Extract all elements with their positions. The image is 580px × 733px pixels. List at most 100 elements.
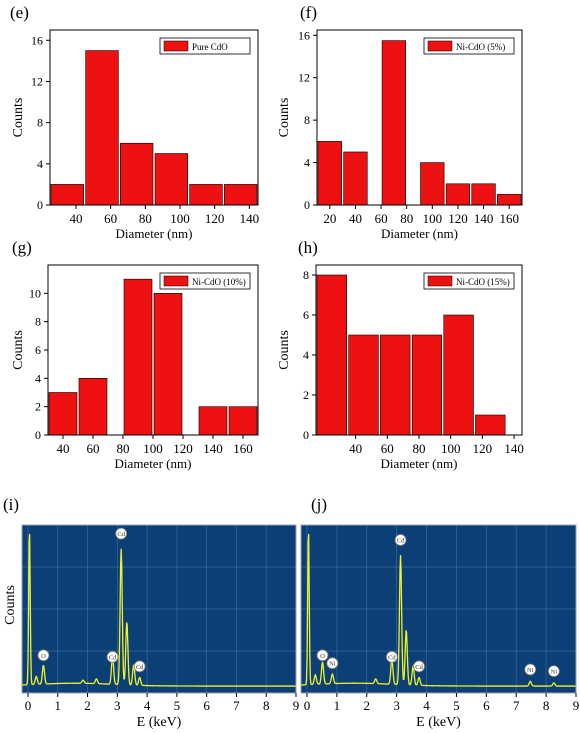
x-tick-label: 7 [513, 698, 520, 713]
spectra-y-axis-label: Counts [3, 585, 18, 625]
x-tick-label: 40 [57, 441, 70, 456]
histogram-panel-f: (f) 20 40 60 80 100 120 140 160 0 4 8 12 16 Diameter (… [277, 3, 523, 241]
x-tick-label: 140 [504, 441, 524, 456]
y-tick-label: 8 [303, 268, 309, 282]
panel-label: (f) [300, 3, 317, 22]
x-tick-label: 80 [139, 211, 152, 226]
histogram-panel-h: (h) 40 60 80 100 120 140 0 2 4 6 8 Diameter (nm) Coun… [277, 238, 524, 471]
legend-swatch [163, 40, 189, 52]
y-tick-label: 8 [37, 116, 43, 130]
y-tick-label: 16 [298, 28, 310, 42]
x-tick-label: 120 [173, 441, 193, 456]
plot-frame [21, 524, 297, 694]
x-axis-label: E (keV) [416, 715, 461, 730]
peak-label: O [320, 653, 325, 660]
x-tick-label: 4 [144, 698, 151, 713]
x-tick-label: 3 [114, 698, 121, 713]
histogram-bar [153, 293, 183, 436]
peak-label-marker [413, 660, 425, 673]
y-tick-label: 16 [31, 33, 43, 47]
histogram-bar [475, 414, 506, 436]
histogram-bar [189, 184, 223, 206]
legend-swatch [163, 275, 189, 287]
peak-label-marker [37, 649, 50, 662]
y-axis-label: Counts [277, 330, 292, 370]
histogram-bar [120, 142, 154, 206]
x-tick-label: 60 [87, 441, 100, 456]
plot-frame [316, 29, 523, 206]
x-tick-label: 140 [240, 211, 260, 226]
plot-frame [49, 29, 259, 206]
x-tick-label: 100 [441, 441, 461, 456]
peak-label: O [41, 653, 46, 660]
peak-label-marker [524, 663, 537, 676]
histogram-panel-g: (g) 40 60 80 100 120 140 160 0 2 4 6 8 10 Diameter (nm… [11, 238, 259, 471]
x-tick-label: 60 [381, 441, 394, 456]
x-axis-label: Diameter (nm) [381, 456, 458, 471]
x-tick-label: 1 [334, 698, 341, 713]
y-tick-label: 6 [35, 343, 41, 357]
y-tick-label: 2 [303, 388, 309, 402]
histogram-bar [50, 184, 84, 206]
y-tick-label: 2 [35, 400, 41, 414]
plot-frame [300, 524, 577, 694]
x-tick-label: 5 [174, 698, 181, 713]
y-tick-label: 12 [298, 71, 310, 85]
x-tick-label: 3 [393, 698, 400, 713]
x-tick-label: 120 [205, 211, 225, 226]
y-tick-label: 6 [303, 308, 309, 322]
legend-label: Pure CdO [192, 42, 228, 52]
x-tick-label: 40 [70, 211, 83, 226]
x-tick-label: 2 [364, 698, 371, 713]
x-tick-label: 40 [349, 441, 362, 456]
peak-label: Ni [527, 667, 534, 674]
histogram-bar [85, 50, 119, 206]
x-tick-label: 120 [448, 211, 468, 226]
y-tick-label: 4 [37, 157, 43, 171]
peak-label: Cd [397, 537, 405, 544]
x-tick-label: 0 [304, 698, 311, 713]
y-tick-label: 0 [304, 198, 310, 212]
x-tick-label: 100 [143, 441, 163, 456]
panel-label: (g) [12, 238, 32, 257]
histogram-bar [343, 151, 368, 206]
y-tick-label: 12 [31, 74, 43, 88]
x-tick-label: 120 [473, 441, 493, 456]
peak-label-marker [316, 649, 329, 662]
spectrum-line [21, 533, 296, 687]
x-tick-label: 4 [423, 698, 430, 713]
x-tick-label: 1 [54, 698, 61, 713]
x-tick-label: 80 [413, 441, 426, 456]
spectrum-line [300, 533, 576, 687]
histogram-bar [154, 153, 188, 206]
y-tick-label: 0 [35, 428, 41, 442]
histogram-bar [48, 392, 78, 436]
x-tick-label: 7 [233, 698, 240, 713]
eds-spectrum-panel-j: (j) O Ni Cd Cd Cd Ni Ni 0 1 2 3 4 5 6 7 8 9 E (keV) [300, 495, 579, 730]
x-tick-label: 100 [423, 211, 443, 226]
y-tick-label: 0 [37, 198, 43, 212]
x-tick-label: 160 [499, 211, 519, 226]
histogram-bar [123, 278, 153, 436]
x-tick-label: 80 [400, 211, 413, 226]
histogram-bar [420, 162, 445, 206]
x-tick-label: 6 [483, 698, 490, 713]
histogram-bar [411, 334, 443, 436]
x-tick-label: 9 [293, 698, 300, 713]
x-tick-label: 5 [453, 698, 460, 713]
histogram-bar [471, 183, 496, 206]
y-axis-label: Counts [277, 98, 292, 138]
histogram-bar [78, 378, 108, 436]
x-axis-label: Diameter (nm) [381, 226, 458, 241]
x-axis-label: Diameter (nm) [115, 456, 192, 471]
peak-label: Cd [415, 664, 423, 671]
y-axis-label: Counts [11, 98, 26, 138]
histogram-bar [381, 40, 406, 206]
x-tick-label: 2 [84, 698, 91, 713]
histogram-bar [224, 184, 258, 206]
panel-label: (e) [10, 3, 29, 22]
y-tick-label: 8 [304, 113, 310, 127]
peak-label: Cd [109, 654, 117, 661]
x-tick-label: 140 [203, 441, 223, 456]
